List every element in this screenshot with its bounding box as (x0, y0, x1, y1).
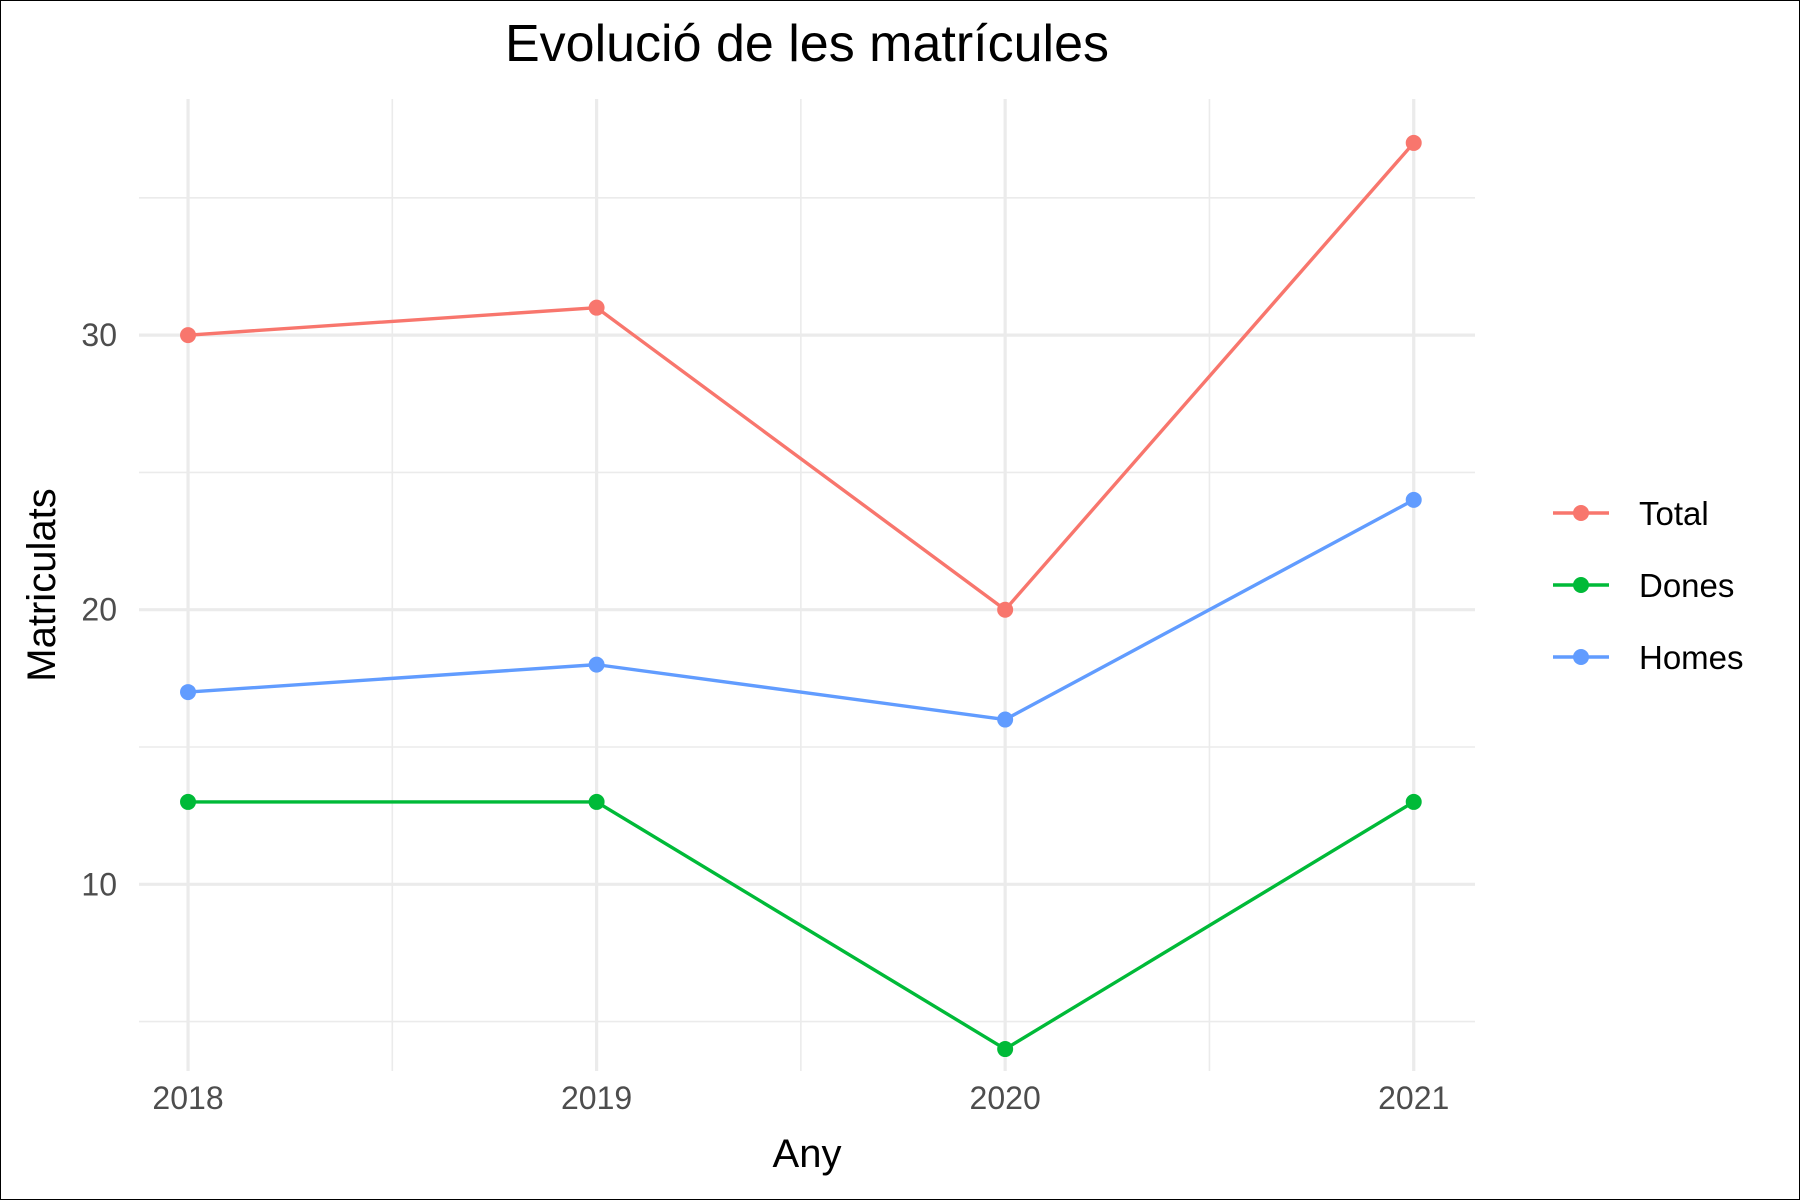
data-point-total (180, 327, 197, 344)
data-point-homes (588, 656, 605, 673)
series-line-dones (188, 800, 1415, 1051)
legend-key-point-dones (1573, 577, 1589, 593)
legend-label-dones: Dones (1639, 567, 1734, 604)
data-point-dones (588, 793, 605, 810)
data-point-total (588, 299, 605, 316)
legend-key-point-homes (1573, 649, 1589, 665)
y-tick-label: 10 (81, 866, 117, 902)
legend-key-point-total (1573, 505, 1589, 521)
chart-title: Evolució de les matrícules (505, 15, 1109, 73)
series-layer (180, 134, 1422, 1058)
data-point-dones (997, 1041, 1014, 1058)
axis-ticks: 2018 2019 2020 2021 10 20 30 (81, 317, 1449, 1116)
legend-label-total: Total (1639, 495, 1709, 532)
data-point-dones (180, 793, 197, 810)
grid (139, 99, 1475, 1071)
data-point-homes (1405, 491, 1422, 508)
data-point-total (997, 601, 1014, 618)
x-axis-title: Any (773, 1132, 842, 1176)
legend: Total Dones Homes (1553, 495, 1744, 676)
y-tick-label: 30 (81, 317, 117, 353)
x-tick-label: 2020 (970, 1080, 1041, 1116)
series-line-total (187, 141, 1415, 612)
y-tick-label: 20 (81, 592, 117, 628)
legend-label-homes: Homes (1639, 639, 1744, 676)
x-tick-label: 2019 (561, 1080, 632, 1116)
data-point-homes (997, 711, 1014, 728)
data-point-dones (1405, 793, 1422, 810)
data-point-total (1405, 134, 1422, 151)
series-line-homes (187, 498, 1415, 722)
x-tick-label: 2018 (152, 1080, 223, 1116)
y-axis-title: Matriculats (20, 488, 64, 681)
data-point-homes (180, 684, 197, 701)
x-tick-label: 2021 (1378, 1080, 1449, 1116)
